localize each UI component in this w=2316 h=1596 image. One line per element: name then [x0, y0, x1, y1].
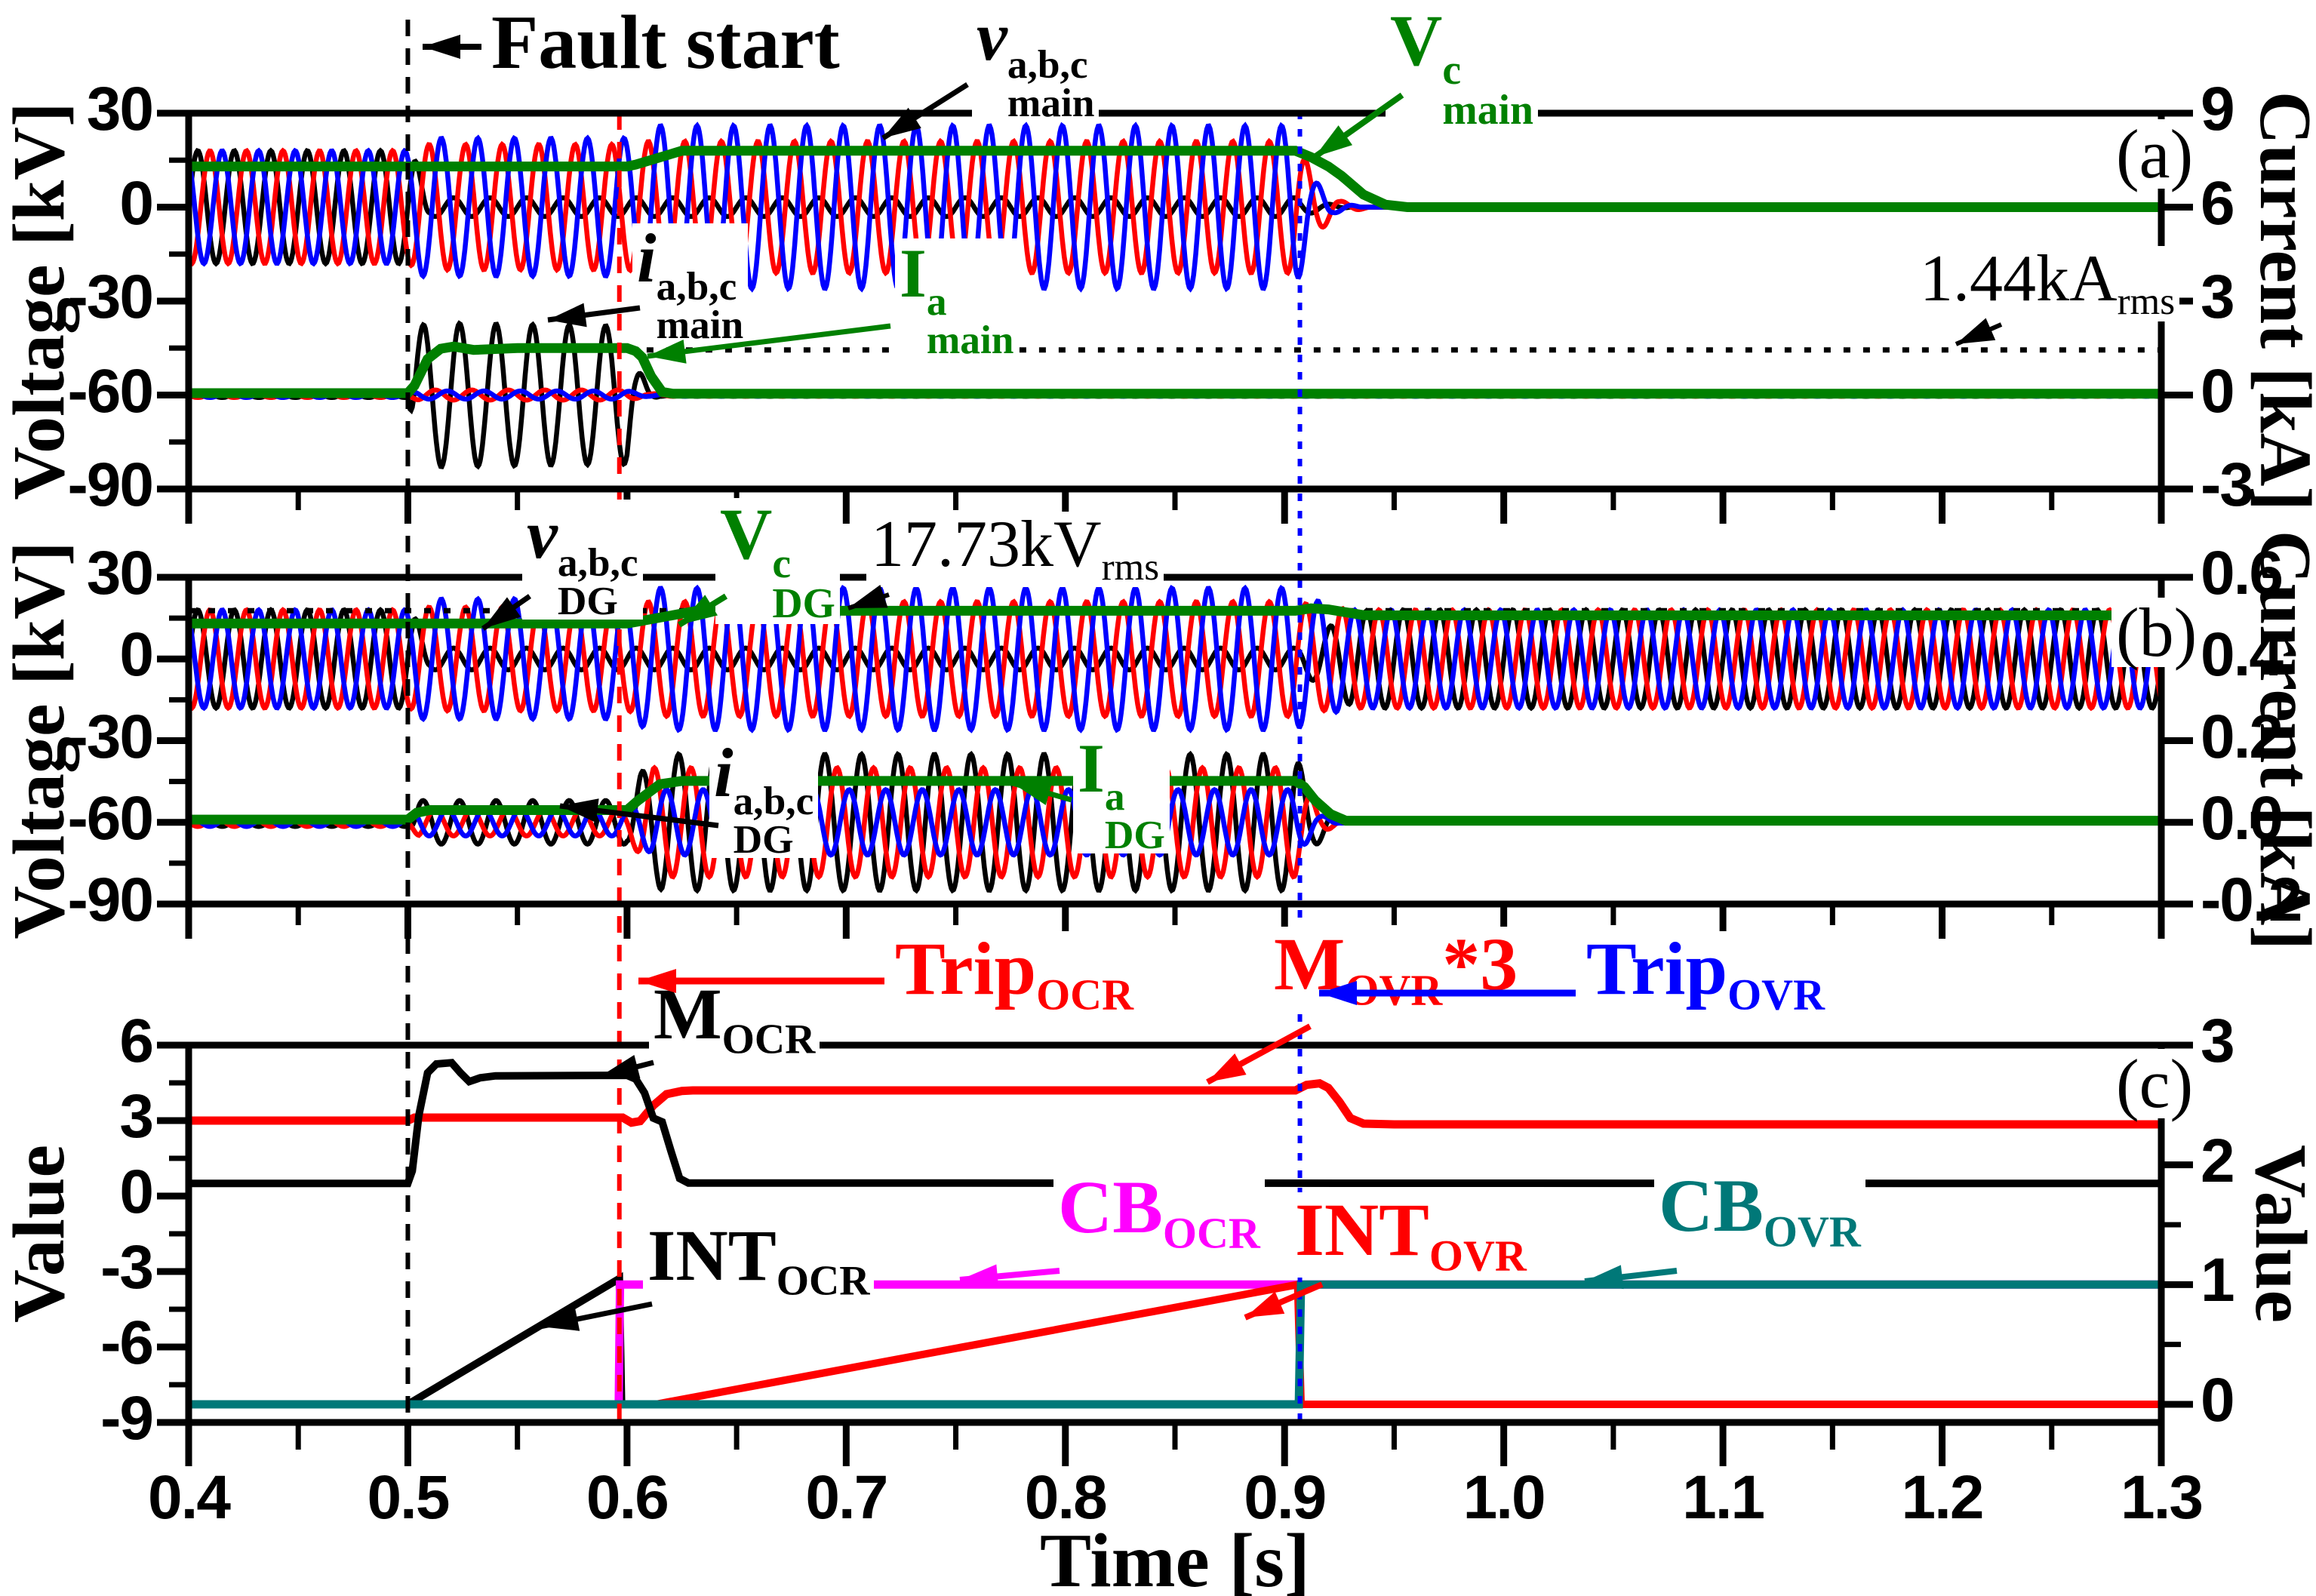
event-lines-layer	[405, 20, 1303, 1422]
M-OCR	[189, 1059, 2162, 1188]
CB-OCR	[189, 1280, 2161, 1409]
V-DG-c-rms	[189, 603, 2161, 629]
v-DG-phase-b	[186, 598, 2164, 720]
series-layer	[186, 121, 2164, 1409]
M-OVR-x3	[189, 1079, 2161, 1129]
v-DG-phase-a	[186, 607, 2164, 712]
V-main-c-rms	[189, 146, 2161, 212]
CB-OVR	[189, 1280, 2161, 1409]
I-main-a-rms	[189, 341, 2161, 399]
INT-OVR	[189, 1280, 2161, 1408]
INT-OCR	[189, 1272, 2161, 1408]
I-DG-a-rms	[189, 776, 2161, 826]
panel-c-border	[185, 1041, 2165, 1426]
